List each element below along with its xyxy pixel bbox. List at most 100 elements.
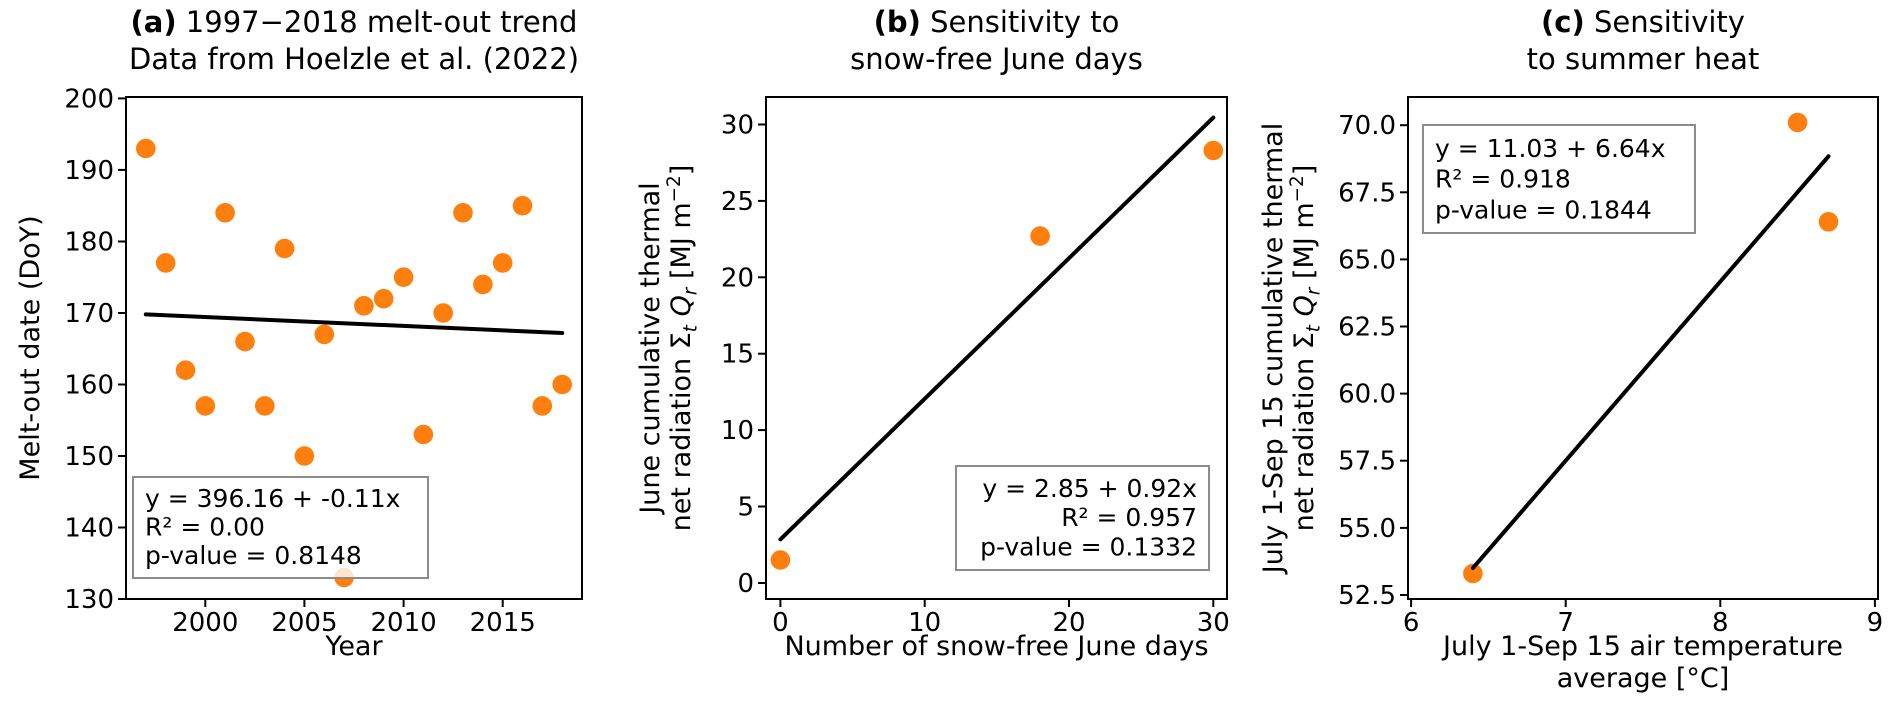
stats-annotation-line: R² = 0.957 (1061, 503, 1197, 532)
x-tick-label: 7 (1557, 608, 1574, 638)
stats-annotation-line: p-value = 0.8148 (145, 541, 362, 570)
data-point (175, 360, 196, 381)
data-point (235, 331, 255, 352)
y-tick-label: 30 (721, 111, 754, 141)
x-tick-label: 10 (908, 608, 941, 638)
y-tick-label: 62.5 (1338, 313, 1396, 343)
chart-c-subtitle: to summer heat (1526, 42, 1760, 76)
chart-a-title-text: 1997−2018 melt-out trend (176, 5, 578, 39)
data-point (1787, 112, 1808, 133)
trend-line (1470, 154, 1831, 571)
data-point (1203, 140, 1224, 161)
x-tick-label: 2015 (470, 608, 536, 638)
chart-c-xlabel: July 1-Sep 15 air temperature average [°… (1408, 631, 1878, 695)
data-point (453, 203, 473, 223)
data-point (215, 203, 235, 223)
data-point (473, 274, 493, 295)
chart-a-subtitle: Data from Hoelzle et al. (2022) (128, 42, 580, 76)
x-tick-label: 20 (1052, 608, 1085, 638)
chart-c-title-text: Sensitivity (1584, 5, 1745, 39)
stats-annotation-line: y = 11.03 + 6.64x (1435, 134, 1666, 163)
chart-a-tag: (a) (130, 5, 177, 39)
chart-b-title: (b) Sensitivity to snow-free June days (726, 4, 1267, 78)
chart-b-xlabel: Number of snow-free June days (766, 631, 1227, 663)
x-tick-label: 2010 (371, 608, 437, 638)
y-tick-label: 70.0 (1338, 111, 1396, 141)
chart-b-ylabel-2: net radiation Σt Qr [MJ m−2] (664, 164, 702, 532)
chart-b-xlabel-line1: Number of snow-free June days (784, 631, 1209, 662)
y-tick-label: 190 (64, 156, 114, 186)
y-tick-label: 20 (721, 263, 754, 293)
stats-annotation-line: p-value = 0.1332 (980, 533, 1197, 562)
data-point (1818, 212, 1839, 232)
x-tick-label: 30 (1197, 608, 1230, 638)
y-tick-label: 200 (64, 84, 114, 114)
y-tick-label: 15 (721, 340, 754, 370)
y-tick-label: 60.0 (1338, 380, 1396, 410)
chart-c-title-line1: (c) Sensitivity (1368, 4, 1892, 41)
y-tick-label: 65.0 (1338, 245, 1396, 275)
data-point (770, 550, 791, 570)
data-point (433, 303, 454, 323)
y-tick-label: 67.5 (1338, 178, 1396, 208)
y-tick-label: 52.5 (1338, 581, 1396, 611)
stats-annotation-line: y = 2.85 + 0.92x (982, 474, 1197, 503)
data-point (314, 324, 335, 345)
data-point (294, 446, 315, 466)
x-tick-label: 0 (772, 608, 789, 638)
data-point (136, 138, 156, 159)
stats-annotation-box (955, 465, 1210, 571)
chart-c-tag: (c) (1541, 5, 1585, 39)
data-point (274, 238, 295, 259)
data-point (155, 253, 176, 273)
chart-b-subtitle: snow-free June days (850, 42, 1143, 76)
chart-a-title: (a) 1997−2018 melt-out trend Data from H… (86, 4, 622, 78)
y-tick-label: 55.0 (1338, 514, 1396, 544)
trend-line (778, 115, 1216, 542)
chart-c-xlabel-line2: average [°C] (1556, 663, 1730, 694)
chart-a-xlabel-line1: Year (325, 631, 383, 662)
data-point (413, 424, 434, 445)
stats-annotation-line: R² = 0.00 (145, 512, 265, 541)
x-tick-label: 8 (1712, 608, 1729, 638)
chart-b-title-text: Sensitivity to (920, 5, 1120, 39)
x-tick-label: 2000 (172, 608, 238, 638)
data-point (354, 296, 374, 316)
y-tick-label: 170 (64, 299, 114, 329)
chart-a-ylabel: Melt-out date (DoY) (15, 215, 46, 481)
data-point (254, 396, 275, 416)
y-tick-label: 130 (64, 585, 114, 615)
data-point (195, 396, 216, 416)
stats-annotation-line: p-value = 0.1844 (1435, 195, 1652, 224)
data-point (373, 288, 394, 309)
stats-annotation-line: y = 396.16 + -0.11x (145, 484, 400, 513)
y-tick-label: 57.5 (1338, 447, 1396, 477)
data-point (1030, 226, 1050, 246)
axes-spines (125, 96, 583, 600)
chart-c-title: (c) Sensitivity to summer heat (1368, 4, 1892, 78)
y-tick-label: 10 (721, 416, 754, 446)
y-tick-label: 0 (737, 569, 754, 599)
data-point (552, 374, 572, 395)
chart-b-title-line1: (b) Sensitivity to (726, 4, 1267, 41)
data-point (532, 396, 553, 416)
chart-b-tag: (b) (873, 5, 921, 39)
data-point (492, 253, 513, 273)
y-tick-label: 160 (64, 371, 114, 401)
stats-annotation-line: R² = 0.918 (1435, 165, 1571, 194)
chart-c-ylabel-2: net radiation Σt Qr [MJ m−2] (1287, 164, 1325, 532)
y-tick-label: 25 (721, 187, 754, 217)
stats-annotation-box (1422, 124, 1696, 234)
axes-spines (1407, 96, 1879, 600)
data-point (512, 195, 533, 216)
chart-a-title-line1: (a) 1997−2018 melt-out trend (86, 4, 622, 41)
y-tick-label: 150 (64, 442, 114, 472)
y-tick-label: 140 (64, 514, 114, 544)
y-tick-label: 180 (64, 228, 114, 258)
chart-a-xlabel: Year (126, 631, 582, 663)
